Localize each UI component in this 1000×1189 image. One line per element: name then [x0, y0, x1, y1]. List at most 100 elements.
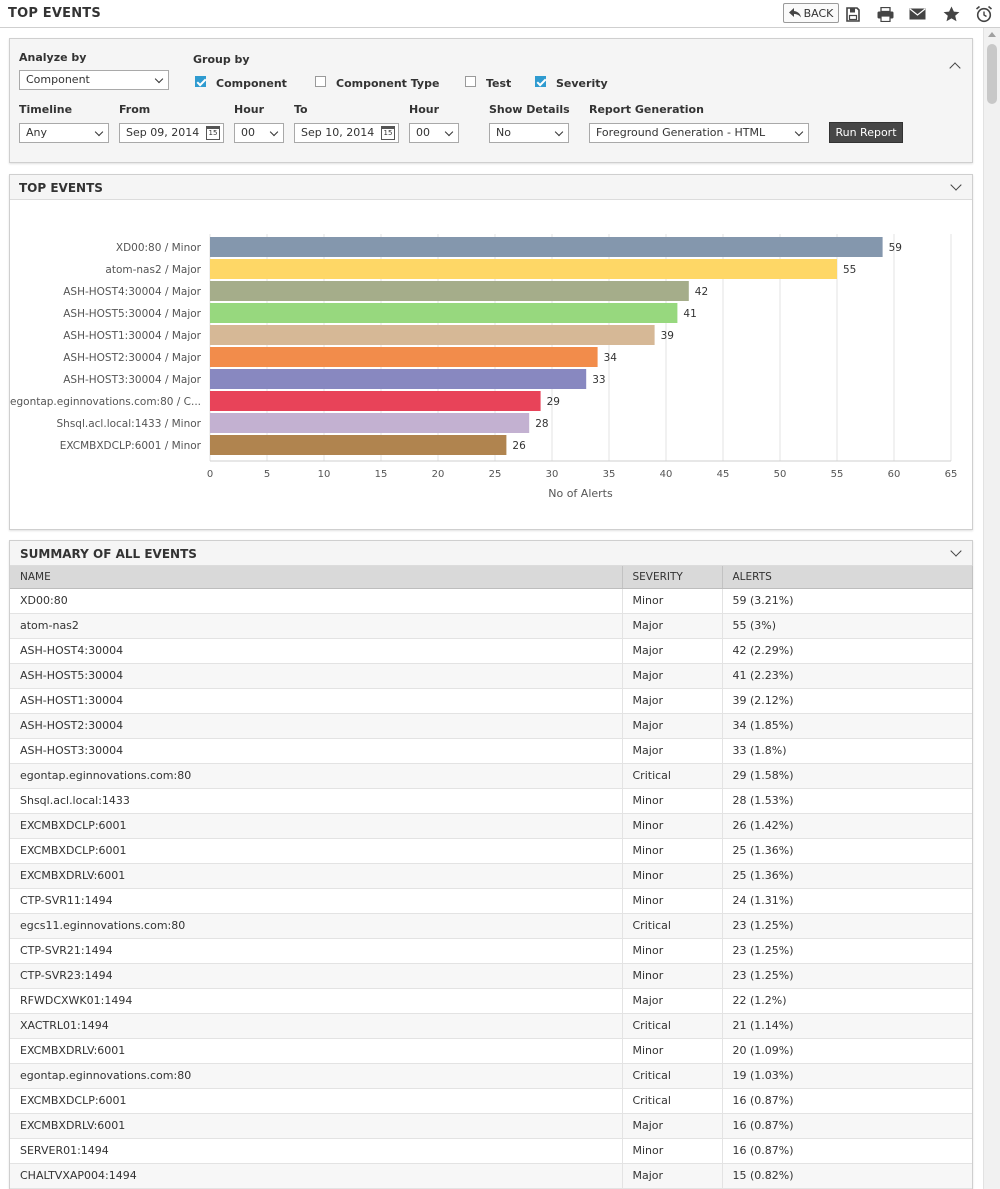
- table-row: ASH-HOST1:30004 Major 39 (2.12%): [10, 688, 972, 714]
- show-details-select[interactable]: No: [489, 123, 569, 143]
- table-row: RFWDCXWK01:1494 Major 22 (1.2%): [10, 988, 972, 1014]
- tick-label: 35: [603, 469, 616, 480]
- event-name-cell: Shsql.acl.local:1433: [10, 788, 622, 814]
- bar: [210, 325, 655, 345]
- calendar-icon[interactable]: 15: [206, 126, 220, 140]
- severity-cell: Minor: [621, 963, 722, 989]
- chevron-down-icon: [444, 127, 454, 137]
- table-row: XACTRL01:1494 Critical 21 (1.14%): [10, 1013, 972, 1039]
- event-name-cell: EXCMBXDRLV:6001: [10, 1113, 622, 1139]
- print-icon[interactable]: [874, 3, 896, 25]
- table-row: Shsql.acl.local:1433 Minor 28 (1.53%): [10, 788, 972, 814]
- to-date-value: Sep 10, 2014: [301, 126, 375, 139]
- event-name-cell: ASH-HOST4:30004: [10, 638, 622, 664]
- analyze-by-label: Analyze by: [19, 51, 87, 64]
- data-label: 28: [535, 418, 548, 430]
- calendar-icon[interactable]: 15: [381, 126, 395, 140]
- column-header-severity[interactable]: SEVERITY: [622, 566, 723, 589]
- severity-cell: Critical: [621, 763, 722, 789]
- save-icon[interactable]: [842, 3, 864, 25]
- analyze-by-select[interactable]: Component: [19, 70, 169, 90]
- bar: [210, 413, 530, 433]
- from-date-field[interactable]: Sep 09, 2014 15: [119, 123, 224, 143]
- collapse-chart-icon[interactable]: [950, 179, 962, 191]
- alarm-clock-icon[interactable]: [973, 3, 995, 25]
- chevron-down-icon: [94, 127, 104, 137]
- collapse-summary-icon[interactable]: [950, 545, 962, 557]
- collapse-filter-icon[interactable]: [949, 62, 961, 74]
- group-by-test-checkbox[interactable]: [465, 76, 476, 87]
- table-row: CHALTVXAP004:1494 Major 15 (0.82%): [10, 1163, 972, 1189]
- bar: [210, 347, 598, 367]
- severity-cell: Minor: [621, 938, 722, 964]
- event-name-cell: ASH-HOST3:30004: [10, 738, 622, 764]
- bar: [210, 435, 507, 455]
- data-label: 39: [661, 330, 674, 342]
- show-details-value: No: [496, 126, 511, 139]
- alerts-cell: 23 (1.25%): [721, 938, 972, 964]
- event-name-cell: EXCMBXDCLP:6001: [10, 1088, 622, 1114]
- to-date-field[interactable]: Sep 10, 2014 15: [294, 123, 399, 143]
- chevron-down-icon: [554, 127, 564, 137]
- event-name-cell: egcs11.eginnovations.com:80: [10, 913, 622, 939]
- event-name-cell: egontap.eginnovations.com:80: [10, 763, 622, 789]
- group-by-component-checkbox[interactable]: [195, 76, 206, 87]
- severity-cell: Minor: [621, 838, 722, 864]
- timeline-select[interactable]: Any: [19, 123, 109, 143]
- table-row: EXCMBXDCLP:6001 Minor 26 (1.42%): [10, 813, 972, 839]
- alerts-cell: 20 (1.09%): [721, 1038, 972, 1064]
- table-row: atom-nas2 Major 55 (3%): [10, 613, 972, 639]
- group-by-severity-checkbox[interactable]: [535, 76, 546, 87]
- report-generation-select[interactable]: Foreground Generation - HTML: [589, 123, 809, 143]
- top-events-bar-chart: XD00:80 / Minor 59 atom-nas2 / Major 55 ASH-…: [10, 234, 957, 500]
- event-name-cell: egontap.eginnovations.com:80: [10, 1063, 622, 1089]
- table-header-row: NAME SEVERITY ALERTS: [10, 566, 973, 589]
- column-header-alerts[interactable]: ALERTS: [722, 566, 973, 589]
- column-header-name[interactable]: NAME: [10, 566, 623, 589]
- star-icon[interactable]: [940, 3, 962, 25]
- event-name-cell: atom-nas2: [10, 613, 622, 639]
- tick-label: 55: [831, 469, 844, 480]
- table-row: EXCMBXDRLV:6001 Minor 20 (1.09%): [10, 1038, 972, 1064]
- alerts-cell: 22 (1.2%): [721, 988, 972, 1014]
- severity-cell: Critical: [621, 1063, 722, 1089]
- event-name-cell: CTP-SVR23:1494: [10, 963, 622, 989]
- mail-icon[interactable]: [906, 3, 928, 25]
- back-button[interactable]: BACK: [783, 3, 839, 23]
- table-row: EXCMBXDCLP:6001 Minor 25 (1.36%): [10, 838, 972, 864]
- event-name-cell: XD00:80: [10, 588, 622, 614]
- vertical-scrollbar[interactable]: [983, 28, 1000, 1189]
- run-report-button[interactable]: Run Report: [829, 122, 903, 143]
- scroll-thumb[interactable]: [987, 44, 997, 104]
- group-by-component-label: Component: [216, 77, 287, 90]
- summary-panel: SUMMARY OF ALL EVENTS NAME SEVERITY ALER…: [9, 540, 973, 1189]
- alerts-cell: 28 (1.53%): [721, 788, 972, 814]
- back-arrow-icon: [788, 8, 801, 18]
- scroll-up-icon[interactable]: [988, 32, 996, 37]
- alerts-cell: 25 (1.36%): [721, 838, 972, 864]
- data-label: 29: [547, 396, 560, 408]
- from-hour-value: 00: [241, 126, 255, 139]
- timeline-value: Any: [26, 126, 48, 139]
- tick-label: 10: [318, 469, 331, 480]
- to-label: To: [294, 103, 308, 116]
- bar: [210, 281, 689, 301]
- severity-cell: Critical: [621, 1013, 722, 1039]
- from-hour-select[interactable]: 00: [234, 123, 284, 143]
- bar: [210, 303, 678, 323]
- event-name-cell: ASH-HOST2:30004: [10, 713, 622, 739]
- chevron-down-icon: [794, 127, 804, 137]
- to-hour-select[interactable]: 00: [409, 123, 459, 143]
- event-name-cell: RFWDCXWK01:1494: [10, 988, 622, 1014]
- bar: [210, 237, 883, 257]
- top-events-panel-header: TOP EVENTS: [10, 175, 972, 200]
- from-date-value: Sep 09, 2014: [126, 126, 200, 139]
- alerts-cell: 33 (1.8%): [721, 738, 972, 764]
- tick-label: 15: [375, 469, 388, 480]
- severity-cell: Minor: [621, 1138, 722, 1164]
- group-by-component-type-checkbox[interactable]: [315, 76, 326, 87]
- to-hour-value: 00: [416, 126, 430, 139]
- data-label: 42: [695, 286, 708, 298]
- alerts-cell: 24 (1.31%): [721, 888, 972, 914]
- category-label: XD00:80 / Minor: [116, 242, 202, 254]
